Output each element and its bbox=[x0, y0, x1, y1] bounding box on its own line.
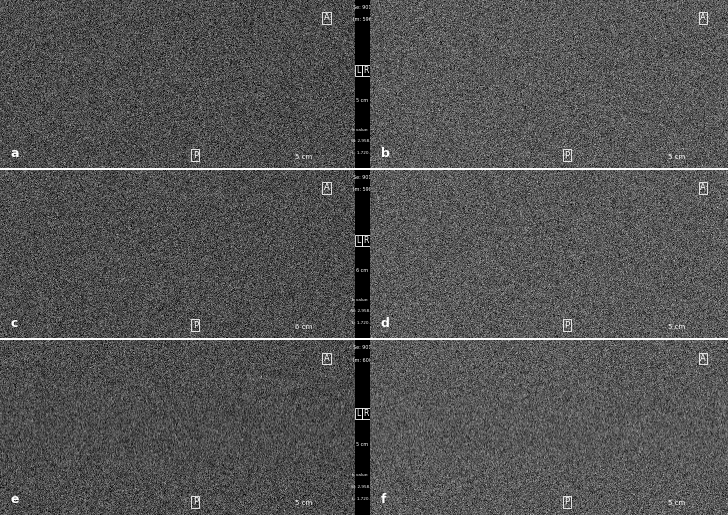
Text: Se: 901: Se: 901 bbox=[353, 175, 372, 180]
Text: b value: 0: b value: 0 bbox=[352, 298, 373, 302]
Text: P: P bbox=[193, 150, 198, 160]
Text: P: P bbox=[564, 497, 569, 506]
Text: W: 2,958.7: W: 2,958.7 bbox=[352, 310, 373, 314]
Text: Im: 598: Im: 598 bbox=[353, 187, 372, 192]
Text: L: 1,720.6: L: 1,720.6 bbox=[352, 151, 373, 155]
Text: d: d bbox=[381, 317, 389, 330]
Text: f: f bbox=[381, 493, 387, 506]
Text: 6 cm: 6 cm bbox=[357, 268, 368, 273]
Text: L: L bbox=[357, 409, 361, 418]
Text: A: A bbox=[700, 183, 706, 193]
Text: a: a bbox=[11, 147, 19, 160]
Text: c: c bbox=[11, 317, 18, 330]
Text: 6 cm: 6 cm bbox=[295, 323, 312, 330]
Text: Im: 600: Im: 600 bbox=[353, 357, 372, 363]
Text: R: R bbox=[363, 236, 369, 245]
Text: 5 cm: 5 cm bbox=[668, 153, 685, 160]
Text: b value: 0: b value: 0 bbox=[352, 473, 373, 477]
Text: R: R bbox=[363, 409, 369, 418]
Text: A: A bbox=[324, 183, 330, 193]
Text: Se: 901: Se: 901 bbox=[353, 345, 372, 350]
Text: R: R bbox=[363, 66, 369, 75]
Text: b value: 0: b value: 0 bbox=[352, 128, 373, 132]
Text: L: 1,720.6: L: 1,720.6 bbox=[352, 497, 373, 502]
Text: 5 cm: 5 cm bbox=[668, 323, 685, 330]
Text: L: L bbox=[357, 236, 361, 245]
Text: 5 cm: 5 cm bbox=[357, 98, 368, 104]
Text: L: 1,720.6: L: 1,720.6 bbox=[352, 321, 373, 325]
Text: b: b bbox=[381, 147, 389, 160]
Text: P: P bbox=[193, 321, 198, 330]
Text: Se: 901: Se: 901 bbox=[353, 5, 372, 10]
Text: e: e bbox=[11, 493, 19, 506]
Text: P: P bbox=[564, 150, 569, 160]
Text: 5 cm: 5 cm bbox=[295, 153, 312, 160]
Text: W: 2,958.7: W: 2,958.7 bbox=[352, 140, 373, 144]
Text: A: A bbox=[700, 354, 706, 363]
Text: W: 2,958.7: W: 2,958.7 bbox=[352, 485, 373, 489]
Text: 5 cm: 5 cm bbox=[295, 500, 312, 506]
Text: 5 cm: 5 cm bbox=[357, 442, 368, 448]
Text: A: A bbox=[324, 354, 330, 363]
Text: L: L bbox=[357, 66, 361, 75]
Text: A: A bbox=[324, 13, 330, 23]
Text: P: P bbox=[564, 321, 569, 330]
Text: A: A bbox=[700, 13, 706, 23]
Text: Im: 596: Im: 596 bbox=[353, 17, 372, 22]
Text: 5 cm: 5 cm bbox=[668, 500, 685, 506]
Text: P: P bbox=[193, 497, 198, 506]
